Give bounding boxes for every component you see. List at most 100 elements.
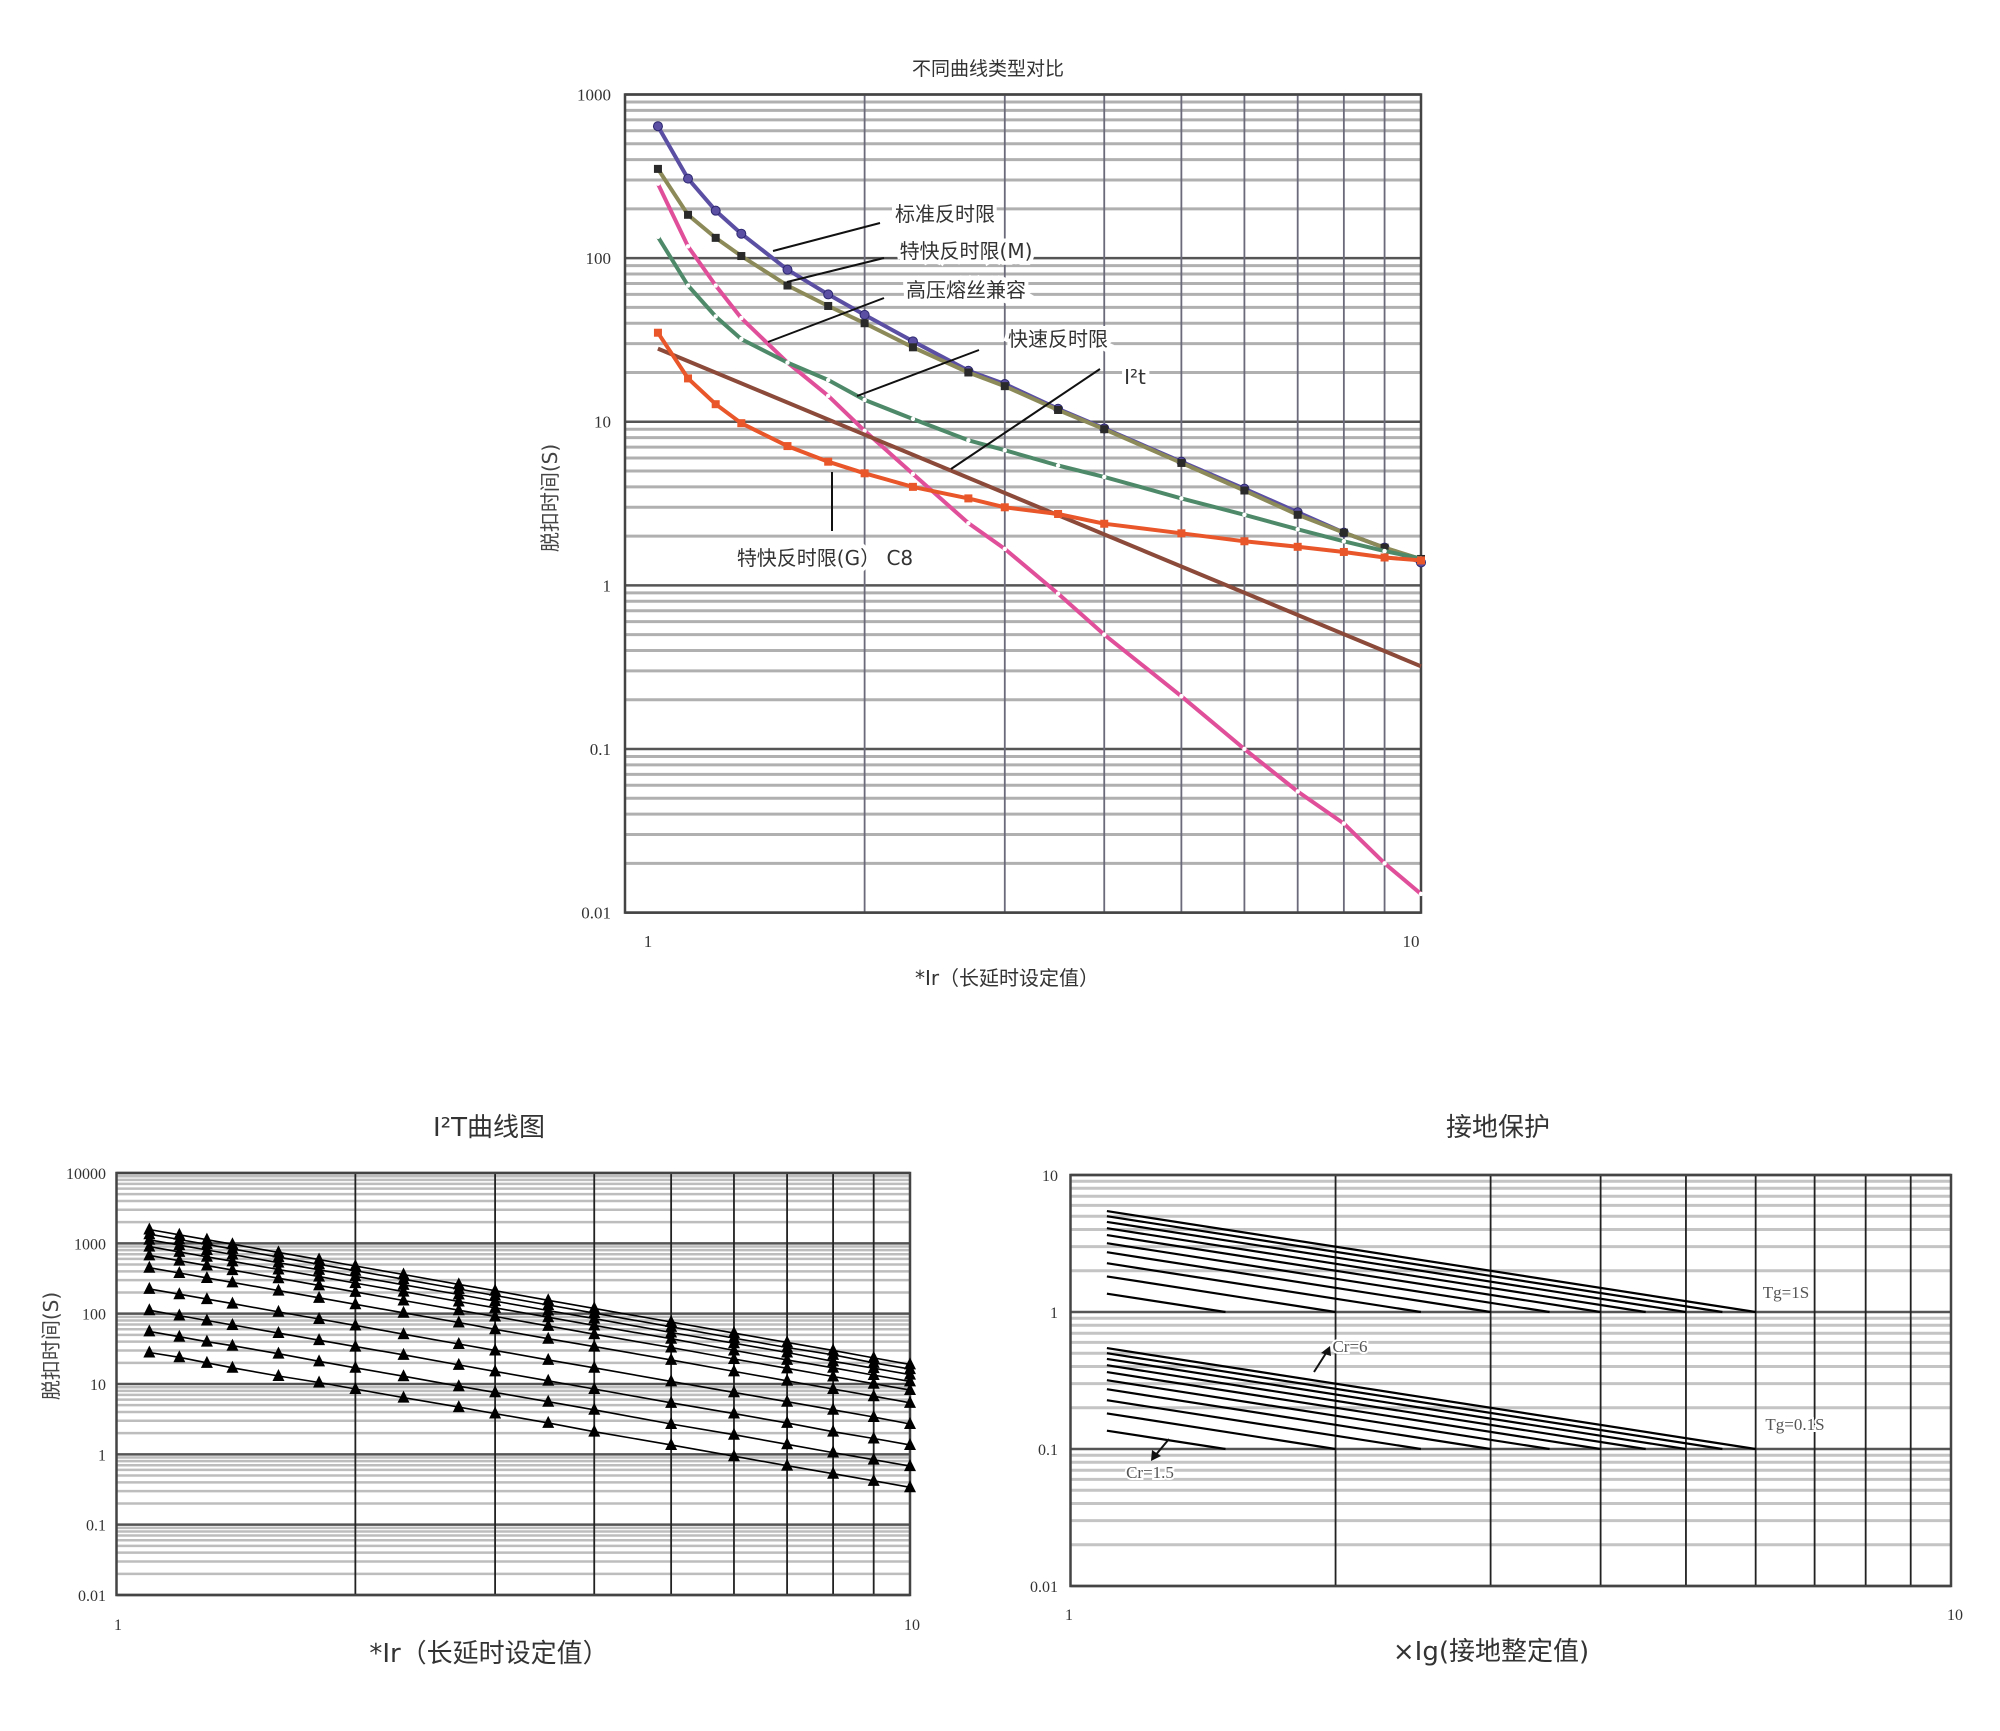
data-point — [783, 442, 792, 451]
series-line — [1106, 1388, 1491, 1451]
data-point — [655, 181, 661, 186]
data-point — [1177, 458, 1186, 467]
data-point — [349, 1276, 362, 1289]
data-point — [1341, 539, 1347, 544]
series-line — [149, 1245, 911, 1383]
series-13 — [1106, 1399, 1422, 1451]
data-point — [313, 1278, 326, 1291]
data-point — [824, 457, 833, 466]
data-point — [397, 1267, 410, 1280]
y-tick-label: 10 — [90, 1377, 106, 1394]
data-point — [827, 1343, 840, 1356]
data-point — [143, 1324, 156, 1337]
chart-2: 10000 1000 100 10 1 0.1 0.01 1 10 I²T曲线图 *Ir（长延时设定… — [39, 1113, 920, 1669]
series-line — [149, 1309, 911, 1446]
data-point — [542, 1394, 555, 1407]
series-5 — [1106, 1242, 1550, 1314]
data-point — [710, 205, 721, 216]
data-point — [1100, 519, 1109, 528]
annotation-cr-max: Cr=6 — [1332, 1337, 1367, 1356]
data-point — [173, 1244, 186, 1257]
series-line — [657, 346, 1422, 669]
data-point — [1293, 510, 1302, 519]
series-line — [149, 1288, 911, 1425]
y-axis-label: 脱扣时间(S) — [39, 1292, 63, 1400]
data-point — [1382, 861, 1387, 866]
data-point — [588, 1318, 601, 1331]
data-point — [824, 301, 833, 310]
data-point — [1054, 509, 1063, 518]
data-point — [827, 1354, 840, 1367]
data-point — [143, 1222, 156, 1235]
series-12 — [1106, 1412, 1336, 1451]
data-point — [226, 1360, 239, 1373]
data-point — [397, 1347, 410, 1360]
series-label: I²t — [1124, 365, 1146, 389]
leader-line — [786, 257, 885, 283]
data-point — [684, 210, 693, 219]
data-point — [397, 1284, 410, 1297]
data-point — [727, 1343, 740, 1356]
data-point — [1054, 405, 1063, 414]
data-point — [1417, 556, 1425, 565]
chart-1: 1000 100 10 1 0.1 0.01 1 10 不同曲线类型对比 *Ir（长延时设定值） 脱… — [538, 58, 1426, 990]
data-point — [397, 1369, 410, 1382]
data-point — [665, 1331, 678, 1344]
data-point — [910, 416, 916, 422]
data-point — [727, 1326, 740, 1339]
data-point — [272, 1245, 285, 1258]
data-point — [1000, 382, 1009, 391]
data-point — [904, 1480, 916, 1493]
data-point — [143, 1281, 156, 1294]
series-3 — [143, 1303, 916, 1450]
data-point — [966, 520, 971, 526]
series-line — [1106, 1379, 1550, 1451]
y-tick-label: 10 — [1042, 1168, 1058, 1185]
data-point — [542, 1352, 555, 1365]
data-point — [272, 1304, 285, 1317]
series-line — [1106, 1234, 1601, 1314]
series-line — [1106, 1292, 1226, 1314]
data-point — [904, 1416, 916, 1429]
series-line — [656, 331, 1422, 563]
data-point — [665, 1374, 678, 1387]
series-7 — [1106, 1227, 1646, 1314]
series-label: 特快反时限(G） C8 — [737, 546, 913, 570]
series-5 — [143, 1260, 916, 1408]
data-point — [588, 1360, 601, 1373]
data-point — [1380, 543, 1389, 552]
data-point — [313, 1375, 326, 1388]
data-point — [713, 314, 718, 319]
data-point — [1177, 529, 1186, 538]
data-point — [452, 1277, 465, 1290]
data-point — [588, 1301, 601, 1314]
plot-area — [625, 94, 1421, 913]
data-point — [489, 1385, 502, 1398]
series-1 — [1106, 1292, 1226, 1314]
data-point — [349, 1360, 362, 1373]
data-point — [489, 1343, 502, 1356]
data-point — [825, 393, 831, 399]
data-point — [226, 1318, 239, 1331]
data-point — [397, 1327, 410, 1340]
data-point — [397, 1293, 410, 1306]
data-point — [173, 1227, 186, 1240]
arrowhead-icon — [1151, 1450, 1161, 1461]
data-point — [785, 360, 790, 365]
data-point — [867, 1389, 880, 1402]
leader-line — [950, 368, 1101, 470]
data-point — [739, 315, 744, 321]
data-point — [349, 1284, 362, 1297]
data-point — [226, 1263, 239, 1276]
data-point — [781, 1361, 794, 1374]
data-point — [827, 1360, 840, 1373]
data-point — [1055, 463, 1061, 468]
series-line — [1106, 1251, 1491, 1314]
series-4 — [1106, 1251, 1491, 1314]
y-tick-label: 0.1 — [1038, 1442, 1058, 1459]
data-point — [665, 1395, 678, 1408]
series-line — [1106, 1352, 1723, 1451]
series-2 — [653, 164, 1425, 563]
data-point — [867, 1473, 880, 1486]
data-point — [200, 1249, 213, 1262]
